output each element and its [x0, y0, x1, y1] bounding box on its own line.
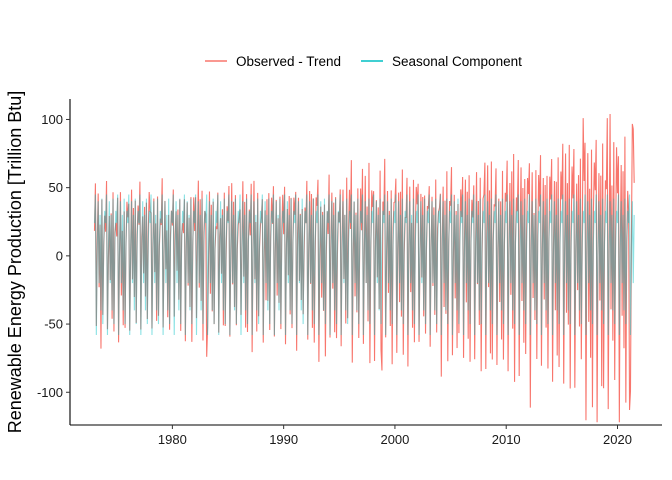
- y-tick-label: 100: [41, 112, 63, 127]
- series-line-seasonal: [93, 194, 635, 335]
- y-tick-label: 50: [49, 180, 63, 195]
- x-tick-label: 2000: [380, 432, 409, 447]
- y-ticks: -100 -50 0 50 100: [37, 112, 70, 400]
- x-ticks: 1980 1990 2000 2010 2020: [158, 425, 632, 447]
- y-axis-title: Renewable Energy Production [Trillion Bt…: [5, 91, 25, 434]
- x-tick-label: 1990: [269, 432, 298, 447]
- series-line-observed: [93, 113, 635, 423]
- y-tick-label: -50: [44, 317, 63, 332]
- legend-label-seasonal: Seasonal Component: [392, 54, 522, 69]
- legend-label-observed: Observed - Trend: [236, 54, 341, 69]
- x-tick-label: 2020: [603, 432, 632, 447]
- y-tick-label: 0: [56, 248, 63, 263]
- x-tick-label: 2010: [492, 432, 521, 447]
- plot-area: -100 -50 0 50 100 1980 1990 2000 2010 2020: [37, 99, 662, 447]
- x-tick-label: 1980: [158, 432, 187, 447]
- y-tick-label: -100: [37, 385, 63, 400]
- legend: Observed - Trend Seasonal Component: [205, 54, 522, 69]
- series-layer: [93, 113, 635, 423]
